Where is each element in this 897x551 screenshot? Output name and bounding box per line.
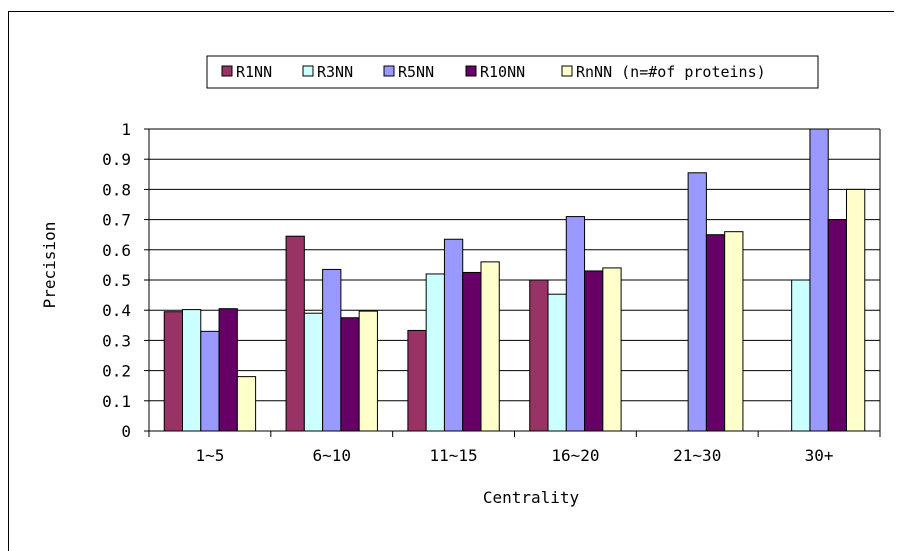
legend-swatch	[383, 65, 395, 77]
bar-r1nn	[529, 279, 549, 432]
bar-r5nn	[809, 128, 829, 432]
bar-r1nn	[285, 235, 305, 432]
x-tick-label: 1~5	[195, 446, 224, 465]
bar-r1nn	[163, 311, 184, 432]
x-tick-label: 16~20	[551, 446, 599, 465]
bar-r5nn	[322, 268, 342, 432]
legend-swatch	[561, 65, 573, 77]
chart-frame	[8, 11, 894, 551]
legend: R1NN R3NN R5NN R10NN RnNN (n=#of proteins)	[206, 55, 819, 89]
bar-r10nn	[584, 270, 604, 432]
bar-r3nn	[791, 279, 811, 432]
bar-r10nn	[340, 317, 360, 432]
bar-r10nn	[705, 234, 726, 432]
legend-items: R1NN R3NN R5NN R10NN RnNN (n=#of proteins)	[221, 63, 766, 81]
bar-rnnn	[602, 267, 622, 432]
y-axis-label: Precision	[40, 222, 59, 309]
bar-r3nn	[182, 309, 202, 432]
x-tick-labels: 1~5 6~10 11~15 16~20 21~30 30+	[195, 446, 833, 465]
y-tick-label: 0.7	[102, 211, 131, 230]
x-tick-label: 6~10	[312, 446, 351, 465]
y-tick-label: 1	[121, 120, 131, 139]
y-tick-label: 0.6	[102, 241, 131, 260]
legend-label: R1NN	[236, 63, 272, 81]
axes	[144, 128, 881, 437]
x-axis-label: Centrality	[483, 488, 580, 507]
y-tick-labels: 0 0.1 0.2 0.3 0.4 0.5 0.6 0.7 0.8 0.9 1	[102, 120, 131, 441]
bar-rnnn	[480, 261, 500, 432]
y-tick-label: 0	[121, 422, 131, 441]
bar-rnnn	[724, 231, 744, 432]
bar-r3nn	[547, 293, 567, 432]
y-tick-label: 0.5	[102, 271, 131, 290]
bar-r3nn	[425, 273, 445, 432]
legend-label: R10NN	[480, 63, 525, 81]
legend-swatch	[221, 65, 233, 77]
bar-r5nn	[443, 238, 464, 432]
legend-label: R3NN	[317, 63, 353, 81]
y-tick-label: 0.8	[102, 180, 131, 199]
bar-r5nn	[200, 330, 220, 432]
bar-rnnn	[358, 310, 378, 432]
x-tick-label: 30+	[805, 446, 834, 465]
legend-swatch	[465, 65, 477, 77]
y-tick-label: 0.3	[102, 331, 131, 350]
bar-r10nn	[462, 271, 482, 432]
x-tick-label: 21~30	[673, 446, 721, 465]
bar-r3nn	[303, 312, 324, 432]
bar-r10nn	[827, 219, 847, 432]
bar-rnnn	[236, 376, 257, 432]
legend-swatch	[302, 65, 314, 77]
bar-r1nn	[407, 329, 427, 432]
y-tick-label: 0.2	[102, 362, 131, 381]
x-tick-label: 11~15	[429, 446, 477, 465]
y-tick-label: 0.4	[102, 301, 131, 320]
bar-r5nn	[565, 216, 586, 432]
y-tick-label: 0.9	[102, 150, 131, 169]
gridlines	[149, 128, 881, 431]
legend-label: R5NN	[398, 63, 434, 81]
y-tick-label: 0.1	[102, 392, 131, 411]
bar-rnnn	[845, 188, 866, 432]
bar-r10nn	[218, 308, 238, 432]
legend-label: RnNN (n=#of proteins)	[576, 63, 766, 81]
bar-r5nn	[687, 172, 707, 432]
